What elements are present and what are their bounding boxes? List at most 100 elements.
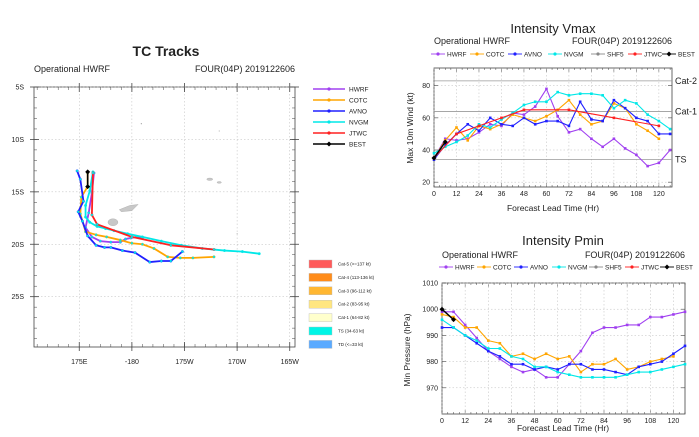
x-tick-label: 108 [644,418,656,425]
y-tick-label: 60 [422,115,430,122]
data-point [466,134,470,137]
threshold-label: Cat-1 [675,106,697,116]
island-small [236,233,238,235]
series-cotc [440,313,675,374]
legend-label: BEST [676,264,693,271]
data-point [602,376,606,379]
x-tick-label: 36 [508,418,516,425]
data-point [614,326,617,329]
data-point [477,131,481,134]
category-label: Cat-4 (113-136 kt) [338,275,375,280]
data-point [544,365,548,369]
x-tick-label: 48 [520,191,528,198]
data-point [635,153,638,157]
category-label: TD (<=33 kt) [338,342,364,347]
data-point [567,131,571,134]
data-point [431,155,437,161]
data-point [567,362,571,366]
track-point [212,248,216,251]
track-point [82,199,85,203]
track-point [240,250,244,254]
tracks-subtitle-right: FOUR(04P) 2019122606 [195,64,295,74]
track-point [140,235,144,239]
data-point [614,376,617,379]
y-tick-label: 990 [426,333,438,340]
track-point [109,240,113,244]
data-point [623,98,627,102]
data-point [612,137,616,141]
data-point [556,370,560,374]
x-tick-label: 108 [631,191,643,198]
data-point [545,114,548,118]
track-point [86,234,90,238]
data-point [612,102,616,105]
legend-marker [557,265,561,269]
data-point [646,113,649,116]
data-point [475,341,479,345]
track-point [159,239,163,243]
series-best [431,139,448,161]
data-point [545,100,548,104]
data-point [657,132,661,136]
track-point [88,189,92,193]
x-tick-label: 72 [577,418,585,425]
data-point [498,355,502,358]
data-point [477,124,481,128]
pmin-subtitle-right: FOUR(04P) 2019122606 [585,250,685,260]
track-point [120,249,124,252]
legend-marker [327,98,331,102]
data-point [591,376,594,379]
category-label: Cat-2 (83-95 kt) [338,302,370,307]
y-tick-label: 5S [15,85,24,92]
data-point [672,365,675,369]
category-swatch [308,273,333,282]
track-point [85,184,91,190]
data-point [614,357,617,361]
data-point [521,352,525,356]
map-frame [33,86,296,348]
x-tick-label: 175E [71,359,88,366]
y-tick-label: 25S [12,294,25,301]
vmax-plot-area: 0 12 24 36 48 60 72 84 96 108 120 20 40 60 80 Cat-2 Cat-… [422,51,697,198]
data-point [578,127,582,131]
category-swatch [308,313,333,322]
island-vanua-levu [118,204,139,212]
data-point [440,318,444,321]
plot-frame [441,282,686,415]
data-point [500,124,503,128]
data-point [648,370,652,374]
track-point [169,243,173,247]
x-tick-label: 120 [653,191,665,198]
track-point [75,169,79,173]
x-tick-label: 0 [440,418,444,425]
data-point [522,108,526,112]
series-hwrf [432,87,672,168]
threshold-label: Cat-2 [675,76,697,86]
track-point [84,204,88,207]
tracks-panel: TC Tracks Operational HWRF FOUR(04P) 201… [12,43,375,366]
data-point [601,145,604,149]
legend-marker [553,52,557,56]
data-point [657,137,661,141]
data-point [635,102,638,105]
track-point [130,241,134,245]
data-point [578,92,582,96]
category-swatch [308,340,333,349]
x-tick-label: 84 [588,191,596,198]
data-point [579,376,583,379]
tracks-title: TC Tracks [133,43,200,59]
legend-label: JTWC [641,264,659,271]
data-point [614,370,617,374]
data-point [660,357,664,361]
data-point [533,100,537,104]
data-point [556,368,560,371]
data-point [591,331,594,335]
legend-label: COTC [349,97,368,104]
data-point [683,344,687,348]
x-tick-label: 48 [531,418,539,425]
data-point [635,122,638,126]
pmin-subtitle-left: Operational HWRF [442,250,519,260]
data-point [601,119,604,123]
data-point [455,132,458,136]
legend-label: NVGM [568,264,588,271]
